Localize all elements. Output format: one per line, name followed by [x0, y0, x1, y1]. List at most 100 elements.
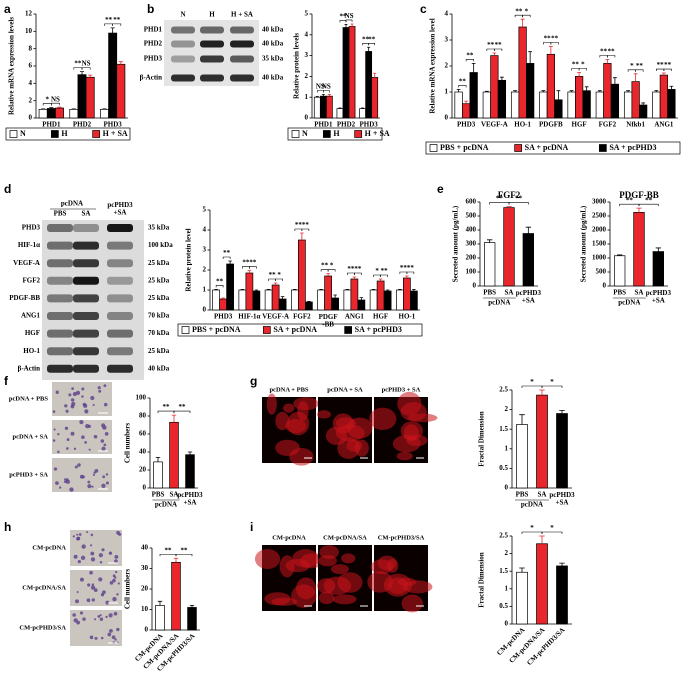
bar [497, 79, 507, 119]
y-tick-label: 2 [445, 62, 449, 70]
stained-cell [111, 635, 116, 640]
legend-swatch [598, 144, 607, 152]
stained-cell [86, 531, 89, 534]
bar [484, 242, 496, 287]
significance-bracket [638, 203, 659, 207]
significance-label: ** [321, 262, 329, 270]
stained-cell [65, 478, 69, 482]
significance-bracket [543, 42, 552, 45]
error-bar [584, 86, 589, 91]
error-bar [577, 72, 582, 77]
error-bar [273, 282, 278, 285]
stained-cell [91, 598, 95, 602]
significance-bracket [268, 278, 276, 281]
cell-stain [289, 447, 314, 466]
size-label: 35 kDa [262, 55, 284, 63]
significance-bracket [301, 228, 310, 231]
bar [326, 95, 333, 119]
row-label: PHD3 [22, 224, 41, 232]
significance-label: ** [347, 265, 355, 273]
stained-cell [99, 561, 103, 564]
blot-band [47, 329, 73, 338]
error-bar [79, 71, 85, 75]
y-axis-label: Fractal Dimension [478, 411, 486, 467]
significance-label: * [330, 262, 334, 270]
bar [171, 561, 181, 631]
stained-cell [64, 404, 68, 408]
bar [219, 298, 227, 311]
stained-cell [76, 591, 79, 594]
bar [536, 394, 548, 489]
significance-bracket [541, 531, 563, 534]
stained-cell [109, 629, 113, 633]
stained-cell [105, 473, 109, 476]
size-label: 25 kDa [148, 294, 170, 302]
significance-label: NS [322, 83, 331, 91]
stained-cell [81, 475, 85, 479]
error-bar [345, 289, 350, 290]
cell-stain [266, 393, 277, 415]
image-label: CM-pcDNA [272, 534, 306, 541]
error-bar [254, 289, 259, 291]
error-bar [321, 94, 325, 97]
y-tick-label: 500 [466, 212, 477, 220]
blot-band [200, 74, 224, 82]
significance-bracket [494, 48, 503, 51]
y-tick-label: 200 [466, 254, 477, 262]
stained-cell [97, 386, 101, 390]
bar [396, 289, 404, 311]
y-axis-label: Cell numbers [124, 423, 132, 464]
stained-cell [99, 617, 104, 621]
stained-cell [91, 583, 95, 586]
group-label: pcDNA [61, 200, 83, 208]
significance-label: ** [495, 41, 503, 49]
significance-bracket [522, 14, 531, 18]
significance-label: ** [113, 16, 121, 24]
blot-band [107, 276, 133, 285]
blot-band [47, 294, 73, 303]
bar [187, 607, 197, 631]
stained-cell [94, 618, 97, 621]
legend-swatch [50, 130, 59, 138]
stained-cell [114, 559, 118, 563]
cell-stain [397, 391, 422, 416]
bar [490, 55, 499, 119]
blot-band [230, 55, 254, 63]
blot-band [200, 40, 224, 48]
stained-cell [98, 553, 103, 558]
error-bar [626, 90, 630, 92]
y-tick-label: 80 [139, 412, 147, 420]
y-tick-label: 5 [203, 206, 207, 214]
stained-cell [66, 447, 69, 450]
legend-swatch [429, 144, 438, 152]
stained-cell [84, 441, 87, 444]
y-tick-label: 0.5 [499, 464, 508, 472]
error-bar [173, 557, 179, 563]
stained-cell [117, 582, 120, 585]
significance-bracket [294, 228, 303, 231]
stained-cell [64, 426, 69, 430]
significance-label: ** [249, 259, 257, 267]
row-label: β-Actin [140, 74, 162, 82]
significance-label: NS [82, 60, 91, 68]
error-bar [492, 52, 497, 56]
stained-cell [98, 577, 103, 582]
y-tick-label: 2 [29, 96, 33, 104]
error-bar [539, 389, 545, 396]
blot-band [171, 40, 195, 48]
y-axis-label: Relative mRNA expression levels [8, 17, 16, 115]
significance-label: * [550, 524, 554, 532]
y-tick-label: 1.5 [499, 425, 508, 433]
legend-swatch [354, 130, 363, 138]
stained-cell [109, 580, 114, 585]
legend-label: SA + pcPHD3 [609, 143, 656, 152]
legend-label: SA + pcDNA [525, 143, 569, 152]
error-bar [352, 276, 357, 279]
legend-label: H [61, 129, 68, 138]
stained-cell [85, 424, 90, 429]
significance-bracket [323, 90, 330, 93]
bar [298, 239, 306, 311]
y-tick-label: 3 [445, 36, 449, 44]
stained-cell [103, 443, 107, 447]
